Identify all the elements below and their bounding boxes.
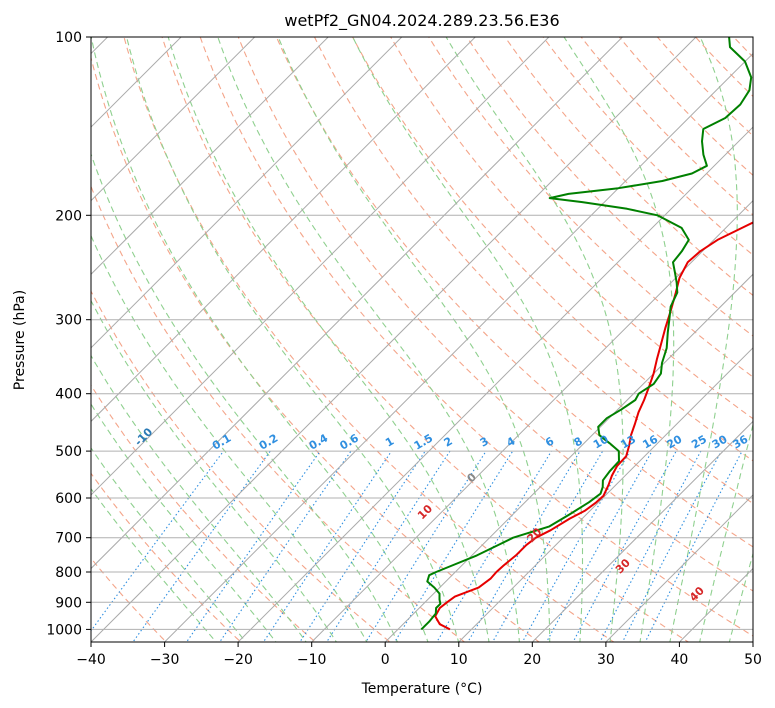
- isotherm-line: [163, 52, 753, 642]
- isotherm-line: [237, 126, 753, 642]
- dry-adiabat-line: [91, 472, 242, 642]
- y-axis-label: Pressure (hPa): [12, 290, 28, 390]
- y-tick-label: 600: [55, 491, 82, 507]
- x-tick-label: 20: [523, 652, 541, 668]
- y-tick-label: 700: [55, 531, 82, 547]
- x-tick-label: −10: [297, 652, 327, 668]
- x-axis-label: Temperature (°C): [361, 681, 483, 697]
- isotherm-line: [91, 37, 550, 496]
- isotherm-line: [458, 347, 753, 642]
- dry-adiabat-line: [91, 290, 391, 642]
- y-tick-label: 100: [55, 30, 82, 46]
- dry-adiabat-line: [313, 37, 753, 505]
- x-tick-label: 30: [597, 652, 615, 668]
- dry-adiabat-line: [237, 37, 753, 592]
- moist-adiabat-line: [91, 354, 307, 642]
- moist-adiabat-line: [669, 37, 738, 642]
- plot-frame: [90, 36, 754, 643]
- x-tick-label: −20: [223, 652, 253, 668]
- y-tick-label: 300: [55, 313, 82, 329]
- dry-adiabat-line: [91, 55, 541, 642]
- isotherm-line: [91, 37, 329, 275]
- y-axis: 100 200 300 400 500 600 700 800 900 1000: [46, 30, 91, 638]
- isotherm-line: [531, 420, 753, 642]
- chart-title: wetPf2_GN04.2024.289.23.56.E36: [284, 11, 559, 31]
- x-tick-label: 40: [670, 652, 688, 668]
- moist-adiabat-line: [728, 551, 753, 642]
- x-tick-label: 0: [381, 652, 390, 668]
- moist-adiabat-line: [445, 37, 624, 642]
- dry-adiabat-line: [504, 37, 753, 297]
- moist-adiabat-line: [277, 37, 551, 642]
- moist-adiabat-line: [352, 37, 584, 642]
- dry-adiabat-line: [91, 184, 466, 642]
- isotherm-line: [91, 37, 403, 349]
- pressure-gridlines: [91, 37, 753, 630]
- isotherm-line: [605, 494, 753, 642]
- y-tick-label: 900: [55, 595, 82, 611]
- y-tick-label: 1000: [46, 622, 82, 638]
- isotherm-line: [91, 37, 624, 570]
- x-axis: −40 −30 −20 −10 0 10 20 30 40 50: [76, 642, 762, 668]
- dry-adiabat-line: [161, 37, 690, 642]
- moist-adiabat-line: [563, 37, 675, 642]
- dewpoint-profile-line: [420, 37, 753, 631]
- x-tick-label: −40: [76, 652, 106, 668]
- dry-adiabat-line: [91, 384, 317, 642]
- x-tick-label: 50: [744, 652, 762, 668]
- dry-adiabat-line: [466, 37, 753, 337]
- isotherm-line: [310, 199, 753, 642]
- profile-lines: [420, 37, 753, 631]
- y-tick-label: 200: [55, 208, 82, 224]
- moist-adiabat-line: [91, 299, 338, 642]
- x-tick-label: 10: [450, 652, 468, 668]
- dry-adiabat-line: [199, 37, 753, 637]
- isotherm-line: [384, 273, 753, 642]
- x-tick-label: −30: [150, 652, 180, 668]
- isotherm-line: [91, 37, 477, 423]
- isotherm-line: [91, 37, 182, 128]
- isotherm-line: [91, 37, 697, 642]
- moist-adiabat-line: [217, 37, 520, 642]
- y-tick-label: 500: [55, 444, 82, 460]
- isotherm-line: [91, 37, 256, 202]
- y-tick-label: 800: [55, 565, 82, 581]
- y-tick-label: 400: [55, 387, 82, 403]
- temperature-profile-line: [434, 221, 753, 631]
- dry-adiabat-line: [123, 37, 615, 642]
